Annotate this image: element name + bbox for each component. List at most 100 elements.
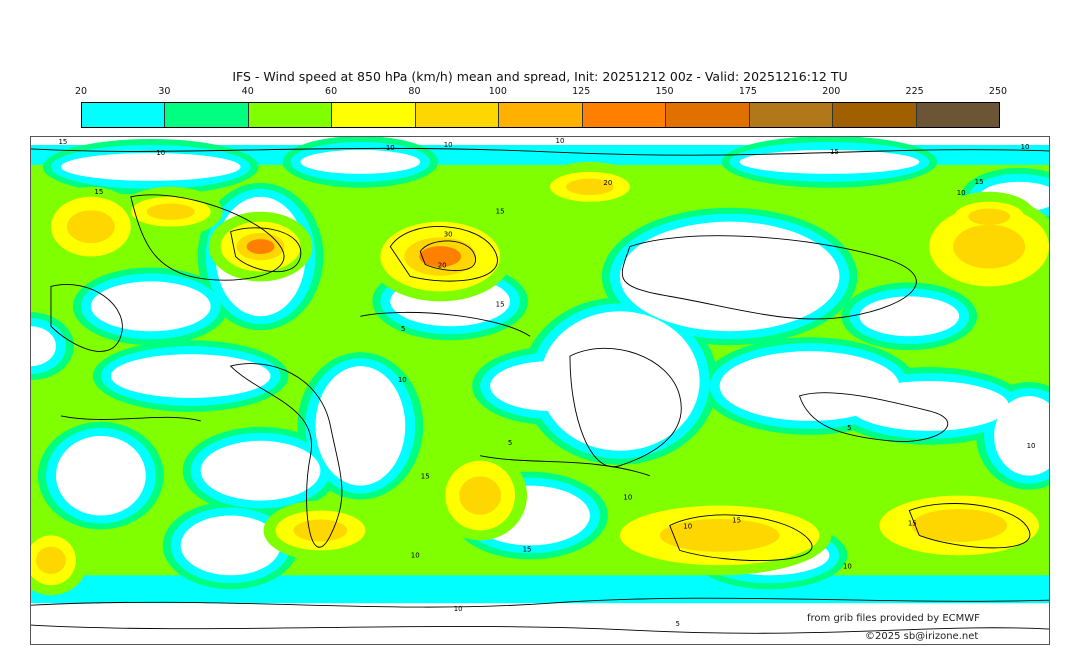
contour-line xyxy=(130,194,285,281)
wind-region xyxy=(55,435,146,516)
wind-region xyxy=(110,354,271,398)
colorbar-swatch xyxy=(332,103,416,127)
wind-region xyxy=(619,221,840,332)
contour-label: 10 xyxy=(1027,442,1036,450)
contour-label: 10 xyxy=(444,141,453,149)
wind-region xyxy=(739,149,920,174)
contour-line xyxy=(50,284,123,352)
contour-label: 15 xyxy=(94,188,103,196)
colorbar-tick-label: 80 xyxy=(408,86,421,97)
contour-label: 10 xyxy=(156,149,165,157)
contour-label: 10 xyxy=(398,376,407,384)
contour-label: 30 xyxy=(444,231,453,239)
wind-region xyxy=(300,149,421,174)
wind-region xyxy=(994,395,1049,476)
wind-region xyxy=(180,515,281,576)
contour-line xyxy=(229,363,343,548)
contour-label: 15 xyxy=(830,148,839,156)
wind-region xyxy=(459,476,502,515)
contour-label: 20 xyxy=(603,179,612,187)
wind-region xyxy=(246,239,275,255)
colorbar-swatch xyxy=(749,103,834,127)
contour-label: 15 xyxy=(908,519,917,527)
contour-label: 5 xyxy=(676,620,680,628)
colorbar-swatch xyxy=(415,103,500,127)
wind-region xyxy=(90,281,211,332)
contour-label: 10 xyxy=(556,137,565,145)
colorbar-tick-label: 30 xyxy=(158,86,171,97)
colorbar-tick-label: 100 xyxy=(488,86,507,97)
wind-region xyxy=(911,509,1008,542)
contour-label: 15 xyxy=(58,138,67,146)
contour-label: 5 xyxy=(401,325,405,333)
chart-title: IFS - Wind speed at 850 hPa (km/h) mean … xyxy=(232,69,848,84)
contour-line xyxy=(908,503,1031,549)
wind-region xyxy=(293,519,348,542)
colorbar-tick-label: 250 xyxy=(988,86,1008,97)
wind-region xyxy=(849,381,1010,431)
wind-region xyxy=(31,603,1049,644)
contour-line xyxy=(569,348,682,468)
contour-label: 15 xyxy=(523,545,532,553)
colorbar-tick-label: 225 xyxy=(905,86,924,97)
contour-labels: 15 10 10 10 10 15 10 15 20 15 10 15 30 20 15 5 10 5 15 10 15… xyxy=(58,137,1035,628)
contour-label: 10 xyxy=(454,605,463,613)
wind-region xyxy=(31,326,56,367)
wind-region xyxy=(31,137,1049,149)
colorbar-tick-label: 175 xyxy=(738,86,757,97)
contour-label: 15 xyxy=(496,208,505,216)
contour-label: 10 xyxy=(386,144,395,152)
contour-line xyxy=(389,226,498,282)
colorbar-swatch xyxy=(666,103,750,127)
data-source-credit: from grib files provided by ECMWF xyxy=(807,613,980,624)
contour-label: 10 xyxy=(623,494,632,502)
colorbar-swatch xyxy=(582,103,667,127)
contour-layer xyxy=(31,147,1049,634)
colorbar-swatch xyxy=(833,103,917,127)
wind-region xyxy=(315,366,406,486)
contour-line xyxy=(31,624,1049,634)
copyright-credit: ©2025 sb@irizone.net xyxy=(865,631,979,642)
contour-label: 10 xyxy=(411,551,420,559)
colorbar-swatch xyxy=(499,103,583,127)
contour-label: 15 xyxy=(496,300,505,308)
contour-label: 20 xyxy=(438,261,447,269)
contour-line xyxy=(480,455,650,477)
colorbar-tick-label: 200 xyxy=(822,86,841,97)
colorbar xyxy=(81,102,1000,128)
wind-region xyxy=(565,178,614,196)
contour-label: 10 xyxy=(843,562,852,570)
wind-region xyxy=(968,208,1011,225)
wind-region xyxy=(200,440,321,501)
contour-label: 15 xyxy=(732,516,741,524)
contour-line xyxy=(621,235,917,320)
wind-region xyxy=(490,361,610,411)
contour-line xyxy=(31,597,1049,608)
wind-region xyxy=(953,224,1026,269)
contour-label: 10 xyxy=(683,522,692,530)
wind-region xyxy=(60,152,241,181)
colorbar-tick-label: 40 xyxy=(241,86,254,97)
contour-label: 10 xyxy=(957,189,966,197)
colorbar-swatch xyxy=(916,103,999,127)
wind-region xyxy=(859,296,960,337)
colorbar-swatch xyxy=(165,103,249,127)
wind-region xyxy=(419,246,462,267)
contour-label: 10 xyxy=(1021,143,1030,151)
colorbar-tick-label: 60 xyxy=(325,86,338,97)
contour-line xyxy=(60,415,201,422)
contour-line xyxy=(31,147,1049,156)
contour-line xyxy=(798,392,949,442)
wind-region xyxy=(66,210,115,244)
wind-speed-map: 15 10 10 10 10 15 10 15 20 15 10 15 30 20 15 5 10 5 15 10 15… xyxy=(30,136,1050,645)
colorbar-swatch xyxy=(248,103,333,127)
contour-label: 5 xyxy=(847,424,851,432)
contour-line xyxy=(669,514,813,562)
colorbar-tick-label: 150 xyxy=(655,86,674,97)
contour-line xyxy=(360,311,531,337)
contour-label: 5 xyxy=(508,439,512,447)
wind-region xyxy=(146,203,195,220)
colorbar-tick-label: 125 xyxy=(572,86,591,97)
wind-region xyxy=(659,518,780,552)
wind-region xyxy=(540,311,700,451)
